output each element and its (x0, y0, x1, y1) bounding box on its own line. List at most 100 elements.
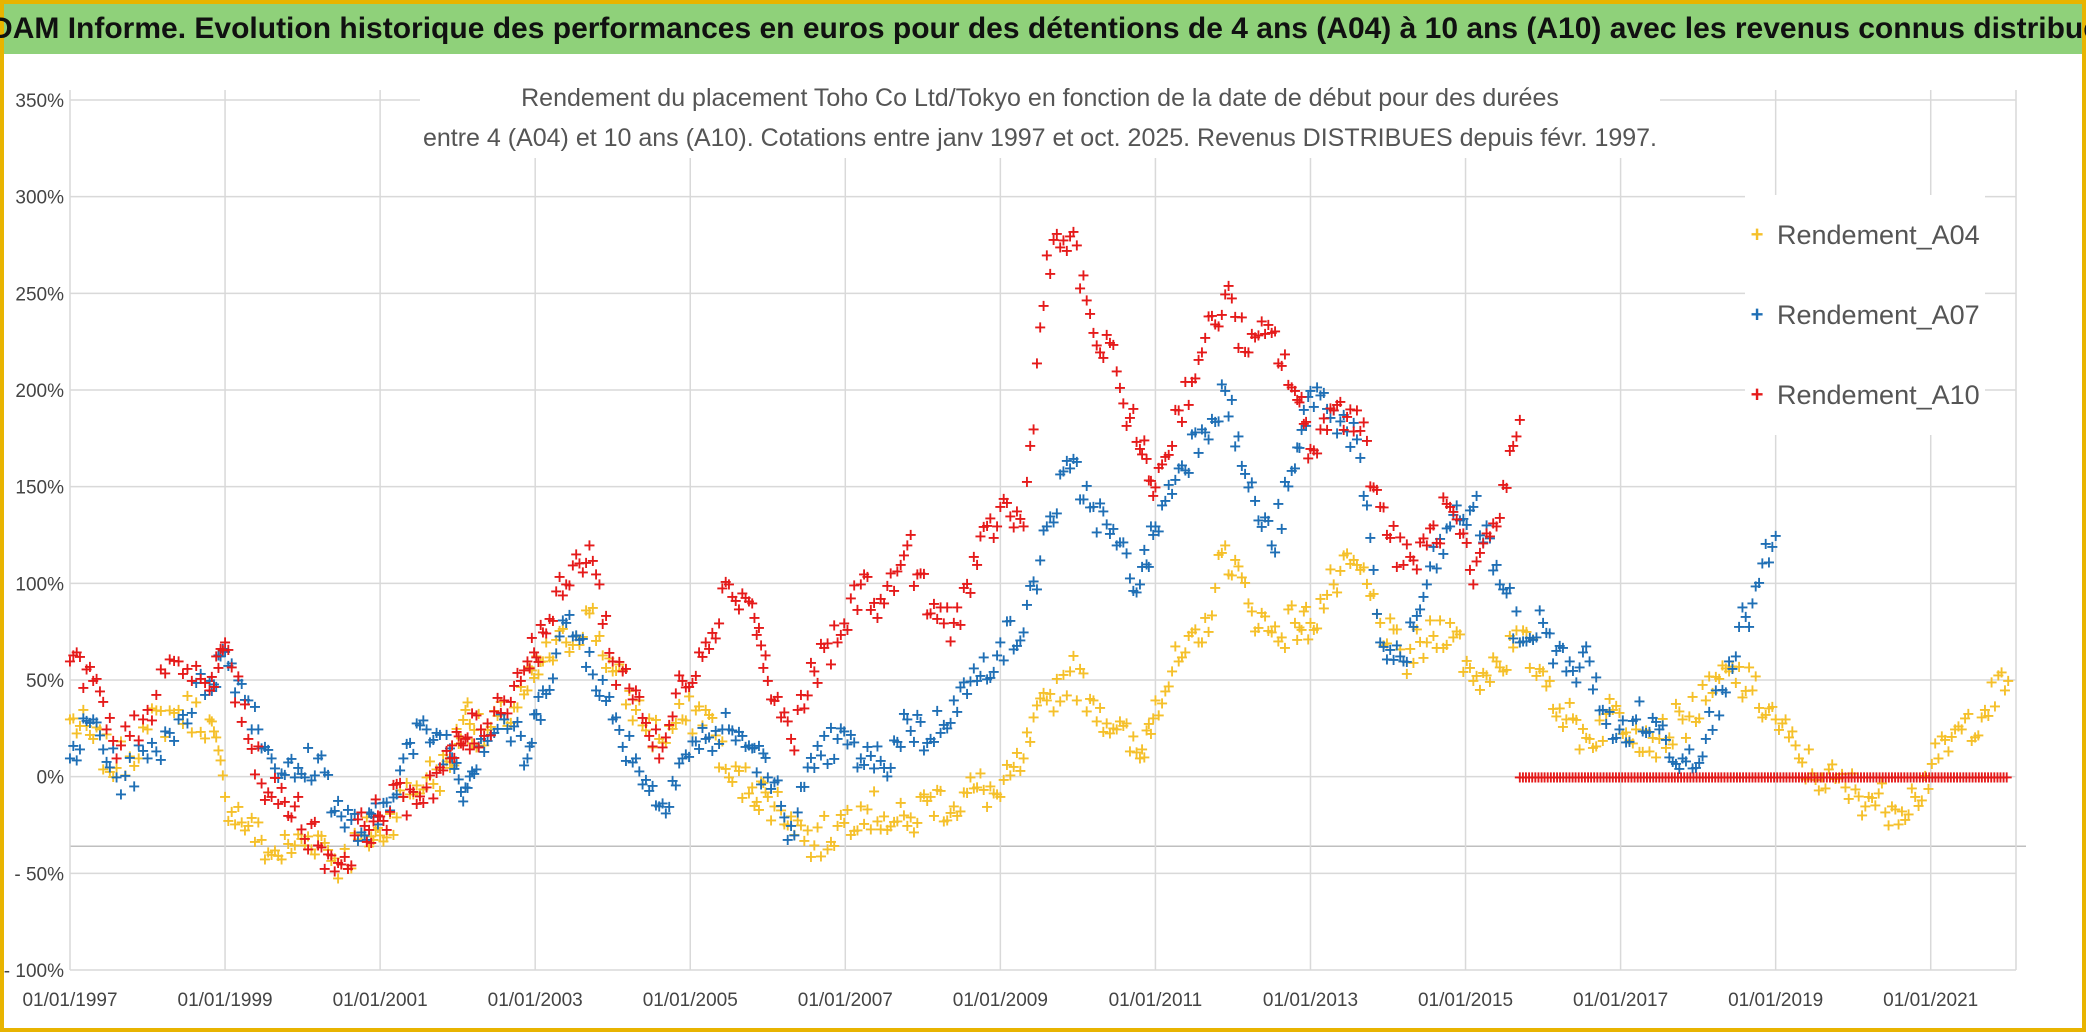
point-a04: + (1252, 618, 1265, 637)
point-a04: + (606, 661, 619, 680)
point-a10-zero: + (1944, 768, 1957, 787)
point-a10: + (1047, 230, 1060, 249)
point-a04: + (596, 646, 609, 665)
point-a10: + (881, 576, 894, 595)
point-a04: + (523, 658, 536, 677)
point-a07: + (433, 725, 446, 744)
point-a04: + (1599, 704, 1612, 723)
point-a04: + (633, 690, 646, 709)
point-a07: + (824, 718, 837, 737)
point-a04: + (1077, 663, 1090, 682)
point-a04: + (205, 712, 218, 731)
point-a10: + (1218, 284, 1231, 303)
point-a04: + (897, 806, 910, 825)
point-a04: + (589, 631, 602, 650)
point-a07: + (1769, 526, 1782, 545)
point-a07: + (887, 730, 900, 749)
point-a04: + (1467, 671, 1480, 690)
point-a10: + (321, 844, 334, 863)
point-a07: + (1433, 529, 1446, 548)
point-a10-zero: + (1767, 768, 1780, 787)
point-a04: + (1945, 727, 1958, 746)
point-a07: + (176, 705, 189, 724)
point-a10: + (371, 806, 384, 825)
point-a07: + (1024, 576, 1037, 595)
x-tick-label: 01/01/2017 (1573, 990, 1668, 1011)
point-a04: + (834, 805, 847, 824)
point-a04: + (511, 698, 524, 717)
point-a10-zero: + (1519, 768, 1532, 787)
point-a10: + (1113, 378, 1126, 397)
y-tick-labels: - 100%- 50%0%50%100%150%200%250%300%350% (4, 91, 64, 982)
point-a04: + (468, 720, 481, 739)
point-a10-zero: + (1888, 768, 1901, 787)
point-a07: + (470, 760, 483, 779)
point-a10-zero: + (1901, 768, 1914, 787)
point-a04: + (1043, 684, 1056, 703)
point-a10-zero: + (1566, 768, 1579, 787)
point-a07: + (702, 728, 715, 747)
legend-item-a04: + Rendement_A04 (1745, 195, 1985, 275)
point-a10-zero: + (1578, 768, 1591, 787)
point-a07: + (1107, 519, 1120, 538)
point-a07: + (285, 749, 298, 768)
point-a10: + (1470, 551, 1483, 570)
point-a04: + (1447, 627, 1460, 646)
point-a04: + (1080, 701, 1093, 720)
point-a07: + (851, 758, 864, 777)
point-a04: + (1272, 631, 1285, 650)
point-a07: + (676, 748, 689, 767)
point-a07: + (633, 762, 646, 781)
point-a07: + (603, 687, 616, 706)
point-a04: + (1875, 774, 1888, 793)
point-a10: + (1310, 444, 1323, 463)
point-a10: + (1175, 412, 1188, 431)
point-a10: + (659, 727, 672, 746)
point-a10: + (181, 659, 194, 678)
point-a10: + (550, 582, 563, 601)
y-tick-label: 100% (15, 574, 64, 595)
point-a10: + (427, 789, 440, 808)
point-a07: + (857, 755, 870, 774)
point-a04: + (362, 836, 375, 855)
point-a04: + (623, 681, 636, 700)
point-a04: + (1169, 637, 1182, 656)
point-a07: + (586, 665, 599, 684)
point-a10: + (100, 720, 113, 739)
point-a04: + (1149, 690, 1162, 709)
point-a07: + (759, 748, 772, 767)
legend-marker-a04: + (1750, 222, 1764, 247)
point-a07: + (1077, 489, 1090, 508)
x-tick-label: 01/01/2009 (953, 990, 1048, 1011)
point-a07: + (1636, 721, 1649, 740)
point-a04: + (1583, 729, 1596, 748)
point-a04: + (1965, 731, 1978, 750)
x-tick-label: 01/01/1997 (22, 990, 117, 1011)
point-a04: + (1490, 652, 1503, 671)
point-a10: + (448, 748, 461, 767)
point-a10: + (1427, 515, 1440, 534)
point-a07: + (1169, 470, 1182, 489)
point-a04: + (546, 650, 559, 669)
point-a10: + (242, 729, 255, 748)
point-a07: + (626, 752, 639, 771)
point-a04: + (1327, 574, 1340, 593)
point-a04: + (1374, 613, 1387, 632)
point-a10-zero: + (1764, 768, 1777, 787)
point-a10: + (525, 628, 538, 647)
point-a10: + (1307, 441, 1320, 460)
point-a04: + (666, 719, 679, 738)
point-a07: + (808, 758, 821, 777)
point-a10: + (742, 591, 755, 610)
point-a07: + (1526, 630, 1539, 649)
chart-title-line1: Rendement du placement Toho Co Ltd/Tokyo… (521, 84, 1559, 112)
point-a07: + (321, 765, 334, 784)
point-a07: + (1087, 497, 1100, 516)
point-a10-zero: + (1792, 768, 1805, 787)
point-a04: + (1199, 608, 1212, 627)
point-a07: + (1659, 730, 1672, 749)
grid (70, 99, 2026, 971)
point-a04: + (1925, 754, 1938, 773)
point-a04: + (218, 787, 231, 806)
point-a10: + (205, 667, 218, 686)
